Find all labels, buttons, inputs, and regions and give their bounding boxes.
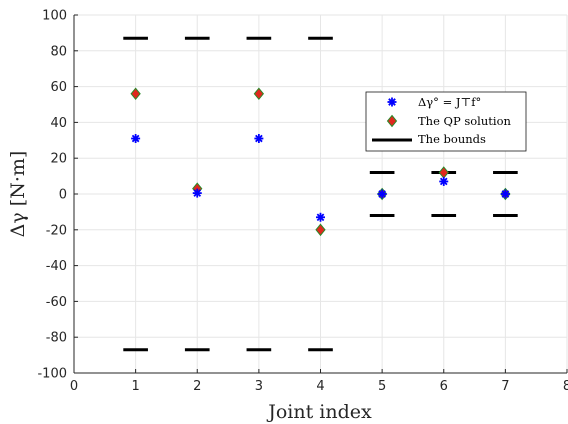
y-tick-label: 100 (42, 9, 67, 24)
qp-solution-point (253, 87, 265, 101)
model-point (500, 189, 510, 199)
qp-solution-point (130, 87, 141, 101)
legend: Δγ° = J⊤f° The QP solution The bounds (365, 91, 527, 152)
legend-label-qp: The QP solution (418, 114, 511, 128)
y-tick-label: 40 (50, 116, 67, 131)
x-axis-label: Joint index (266, 401, 372, 423)
y-tick-label: -20 (46, 223, 67, 238)
y-tick-label: -100 (37, 367, 67, 382)
y-tick-label: 60 (50, 80, 67, 95)
x-tick-label: 5 (378, 379, 386, 394)
x-tick-label: 3 (255, 379, 263, 394)
y-tick-label: 0 (59, 188, 67, 203)
x-tick-label: 8 (563, 379, 568, 394)
x-tick-label: 6 (440, 379, 448, 394)
bounds-layer (123, 36, 518, 352)
legend-swatch-diamond (386, 114, 398, 128)
model-point (254, 134, 264, 144)
legend-label-model: Δγ° = J⊤f° (418, 95, 481, 109)
tick-labels: 0 1 2 3 4 5 6 7 8 -100 -80 -60 -40 -20 0 20 40 60 80 100 (37, 9, 568, 395)
y-axis-label: Δγ [N·m] (7, 151, 29, 238)
model-point (192, 188, 202, 198)
model-point (377, 189, 387, 199)
x-tick-label: 2 (193, 379, 201, 394)
y-tick-label: -60 (46, 295, 67, 310)
x-tick-label: 4 (316, 379, 324, 394)
legend-swatch-asterisk (387, 97, 397, 107)
x-tick-label: 0 (70, 379, 78, 394)
qp-solution-point (315, 223, 326, 237)
y-tick-label: 80 (50, 44, 67, 59)
model-point (439, 176, 449, 186)
legend-diamond-mark (386, 114, 398, 128)
y-tick-label: -80 (46, 331, 67, 346)
legend-asterisk-mark (387, 97, 397, 107)
markers-layer (130, 87, 511, 237)
y-tick-label: 20 (50, 152, 67, 167)
axes (73, 14, 568, 374)
x-tick-label: 7 (501, 379, 509, 394)
model-point (316, 212, 325, 222)
model-point (131, 134, 141, 144)
y-tick-label: -40 (46, 259, 67, 274)
legend-label-bounds: The bounds (418, 132, 486, 146)
x-tick-label: 1 (131, 379, 139, 394)
